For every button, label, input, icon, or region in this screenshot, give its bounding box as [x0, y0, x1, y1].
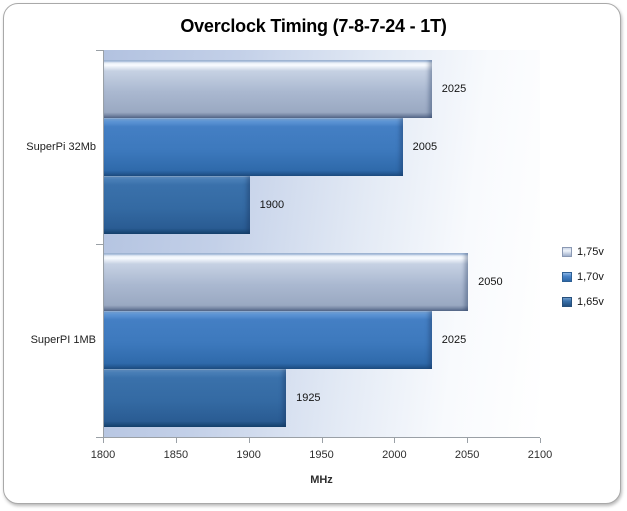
x-tick-label-1900: 1900: [236, 449, 261, 461]
chart-title: Overclock Timing (7-8-7-24 - 1T): [180, 16, 447, 36]
legend-label-1-75v: 1,75v: [577, 246, 604, 258]
x-axis-title: MHz: [310, 474, 333, 486]
legend-swatch-1-65v: [562, 297, 572, 307]
category-label-superpi-1mb: SuperPI 1MB: [30, 334, 96, 347]
legend: 1,75v 1,70v 1,65v: [562, 246, 604, 321]
y-axis-line: [103, 50, 104, 438]
x-tick-1850: [175, 438, 177, 443]
x-tick-1800: [103, 438, 104, 443]
bar-superpi-32mb-1-75v: [104, 59, 432, 118]
legend-item-1-65v: 1,65v: [562, 296, 604, 308]
bar-superpi-1mb-1-65v: [104, 369, 287, 428]
legend-item-1-75v: 1,75v: [562, 246, 604, 258]
x-tick-2000: [394, 438, 396, 443]
category-label-superpi-32mb: SuperPi 32Mb: [26, 140, 96, 153]
bar-superpi-32mb-1-70v: [104, 117, 403, 176]
legend-label-1-70v: 1,70v: [577, 271, 604, 283]
x-tick-label-2100: 2100: [527, 449, 553, 461]
data-label-superpi-32mb-1-70v: 2005: [412, 140, 438, 153]
bar-superpi-32mb-1-65v: [104, 175, 250, 234]
data-label-superpi-32mb-1-75v: 2025: [441, 82, 467, 95]
bar-superpi-1mb-1-75v: [104, 253, 469, 312]
x-axis-line: [96, 437, 540, 438]
x-tick-1950: [321, 438, 323, 443]
data-label-superpi-1mb-1-70v: 2025: [441, 334, 467, 347]
x-tick-2050: [467, 438, 469, 443]
legend-label-1-65v: 1,65v: [577, 296, 604, 308]
x-tick-label-1850: 1850: [163, 449, 189, 461]
data-label-superpi-32mb-1-65v: 1900: [259, 198, 285, 211]
legend-swatch-1-75v: [562, 247, 572, 257]
y-tick-0: [96, 50, 103, 51]
x-tick-2100: [540, 438, 541, 443]
data-label-superpi-1mb-1-65v: 1925: [296, 392, 321, 405]
x-tick-label-2050: 2050: [454, 449, 480, 461]
x-tick-label-1950: 1950: [309, 449, 334, 461]
legend-swatch-1-70v: [562, 272, 572, 282]
y-tick-1: [96, 243, 103, 245]
data-label-superpi-1mb-1-75v: 2050: [478, 276, 503, 289]
y-tick-end: [96, 437, 103, 438]
legend-item-1-70v: 1,70v: [562, 271, 604, 283]
x-tick-label-1800: 1800: [90, 449, 116, 461]
bar-superpi-1mb-1-70v: [104, 311, 432, 370]
x-tick-label-2000: 2000: [382, 449, 407, 461]
x-tick-1900: [248, 438, 250, 443]
